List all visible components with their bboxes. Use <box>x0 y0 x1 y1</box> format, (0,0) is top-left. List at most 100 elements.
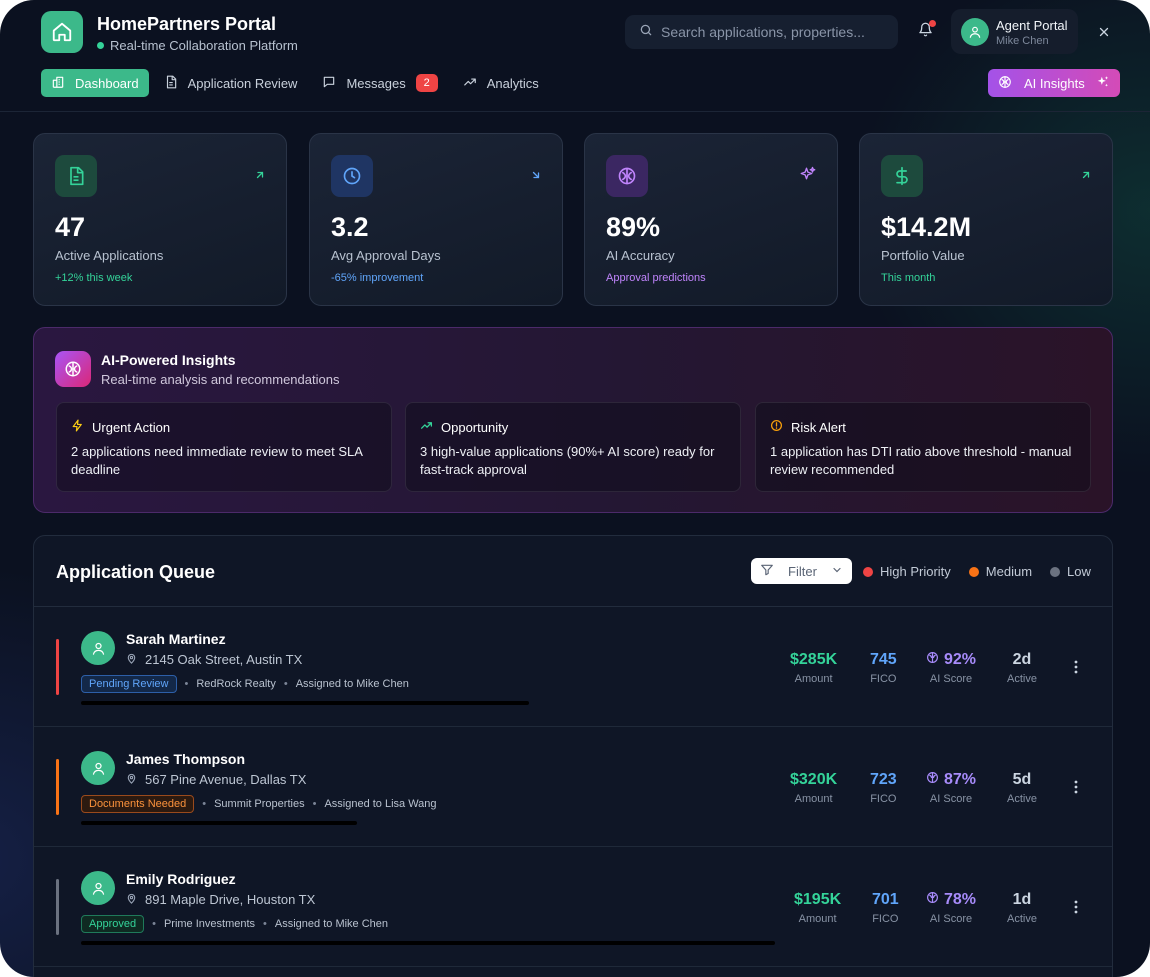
stat-card-avg-approval-days[interactable]: 3.2 Avg Approval Days -65% improvement <box>309 133 563 306</box>
search-box[interactable] <box>625 15 898 49</box>
metric-ai-score: 87% AI Score <box>926 771 976 805</box>
document-icon <box>55 155 97 197</box>
app-subtitle: Real-time Collaboration Platform <box>97 38 298 53</box>
stat-value: 89% <box>606 212 661 242</box>
close-icon[interactable] <box>1096 24 1112 40</box>
insight-card-opportunity[interactable]: Opportunity 3 high-value applications (9… <box>405 402 741 492</box>
sparkles-icon <box>799 166 817 189</box>
insight-card-urgent[interactable]: Urgent Action 2 applications need immedi… <box>56 402 392 492</box>
fico-value: 701 <box>872 891 899 908</box>
insight-card-title: Risk Alert <box>791 419 846 435</box>
company-name: Summit Properties <box>214 798 305 810</box>
amount-value: $285K <box>790 651 838 668</box>
amount-value: $195K <box>794 891 842 908</box>
separator: • <box>152 918 156 930</box>
tab-application-review-label: Application Review <box>187 75 298 91</box>
progress-bar <box>81 701 529 705</box>
ai-score-label: AI Score <box>929 793 973 805</box>
ai-score-value: 78% <box>944 891 977 908</box>
row-meta: Pending Review • RedRock Realty • Assign… <box>81 675 409 693</box>
search-input[interactable] <box>661 24 881 40</box>
more-options-icon[interactable] <box>1070 897 1082 917</box>
map-pin-icon <box>126 892 137 907</box>
stat-value: 47 <box>55 212 86 242</box>
tab-messages[interactable]: Messages 2 <box>312 69 447 97</box>
legend-label: Medium <box>985 564 1033 579</box>
legend-dot <box>968 566 979 577</box>
bell-icon <box>918 22 933 42</box>
separator: • <box>263 918 267 930</box>
stat-label: Portfolio Value <box>881 248 965 263</box>
table-row[interactable]: Sarah Martinez 2145 Oak Street, Austin T… <box>34 607 1112 727</box>
filter-label: Filter <box>788 563 817 579</box>
tab-analytics[interactable]: Analytics <box>453 69 549 97</box>
applicant-name[interactable]: Sarah Martinez <box>126 631 226 647</box>
trend-icon <box>463 75 477 92</box>
arrow-up-right-icon <box>1080 168 1092 186</box>
messages-count-badge: 2 <box>415 74 438 92</box>
notifications-button[interactable] <box>914 20 936 43</box>
address-text: 891 Maple Drive, Houston TX <box>145 892 316 907</box>
applicant-name[interactable]: James Thompson <box>126 751 246 767</box>
ai-insights-button[interactable]: AI Insights <box>988 69 1120 97</box>
legend-dot <box>1050 566 1061 577</box>
filter-dropdown[interactable]: Filter <box>751 558 852 584</box>
stat-card-portfolio-value[interactable]: $14.2M Portfolio Value This month <box>859 133 1113 306</box>
agent-profile-button[interactable]: Agent Portal Mike Chen <box>951 9 1078 54</box>
active-label: Active <box>1007 913 1037 925</box>
search-icon <box>639 23 653 42</box>
insight-card-risk[interactable]: Risk Alert 1 application has DTI ratio a… <box>755 402 1091 492</box>
applicant-address: 891 Maple Drive, Houston TX <box>126 892 315 907</box>
insights-subtitle: Real-time analysis and recommendations <box>101 372 340 387</box>
trend-up-icon <box>420 419 433 435</box>
ai-score-label: AI Score <box>929 673 973 685</box>
metric-active: 2d Active <box>1007 651 1037 685</box>
queue-title: Application Queue <box>56 562 216 582</box>
active-label: Active <box>1007 793 1037 805</box>
applicant-address: 2145 Oak Street, Austin TX <box>126 652 302 667</box>
legend-label: Low <box>1067 564 1091 579</box>
more-options-icon[interactable] <box>1070 777 1082 797</box>
map-pin-icon <box>126 772 137 787</box>
priority-legend: High Priority Medium Low <box>863 564 1091 579</box>
ai-insights-label: AI Insights <box>1024 75 1085 91</box>
table-row[interactable]: James Thompson 567 Pine Avenue, Dallas T… <box>34 727 1112 847</box>
stat-label: Active Applications <box>55 248 164 263</box>
online-status-dot <box>97 42 104 49</box>
stat-card-active-applications[interactable]: 47 Active Applications +12% this week <box>33 133 287 306</box>
separator: • <box>312 798 317 810</box>
priority-indicator <box>56 879 59 935</box>
row-meta: Documents Needed • Summit Properties • A… <box>81 795 437 813</box>
avatar <box>81 751 115 785</box>
active-value: 5d <box>1012 771 1032 788</box>
table-row[interactable]: Emily Rodriguez 891 Maple Drive, Houston… <box>34 847 1112 967</box>
filter-icon <box>760 563 774 580</box>
company-name: RedRock Realty <box>196 678 276 690</box>
active-value: 1d <box>1012 891 1032 908</box>
dashboard-icon <box>51 75 65 92</box>
fico-label: FICO <box>870 673 897 685</box>
more-options-icon[interactable] <box>1070 657 1082 677</box>
dollar-icon <box>881 155 923 197</box>
stat-label: Avg Approval Days <box>331 248 441 263</box>
stat-label: AI Accuracy <box>606 248 675 263</box>
stat-change: This month <box>881 272 936 284</box>
metric-amount: $195K Amount <box>794 891 841 925</box>
lightning-icon <box>71 419 84 435</box>
status-badge: Approved <box>81 915 145 933</box>
insight-card-text: 2 applications need immediate review to … <box>71 444 363 477</box>
amount-label: Amount <box>794 793 833 805</box>
applicant-name[interactable]: Emily Rodriguez <box>126 871 236 887</box>
tab-dashboard[interactable]: Dashboard <box>41 69 149 97</box>
document-icon <box>164 75 178 92</box>
agent-name: Mike Chen <box>996 35 1049 47</box>
amount-label: Amount <box>798 913 837 925</box>
metric-active: 1d Active <box>1007 891 1037 925</box>
tab-application-review[interactable]: Application Review <box>154 69 308 97</box>
address-text: 2145 Oak Street, Austin TX <box>145 652 303 667</box>
priority-indicator <box>56 759 59 815</box>
clock-icon <box>331 155 373 197</box>
header: HomePartners Portal Real-time Collaborat… <box>0 0 1150 112</box>
stat-card-ai-accuracy[interactable]: 89% AI Accuracy Approval predictions <box>584 133 838 306</box>
